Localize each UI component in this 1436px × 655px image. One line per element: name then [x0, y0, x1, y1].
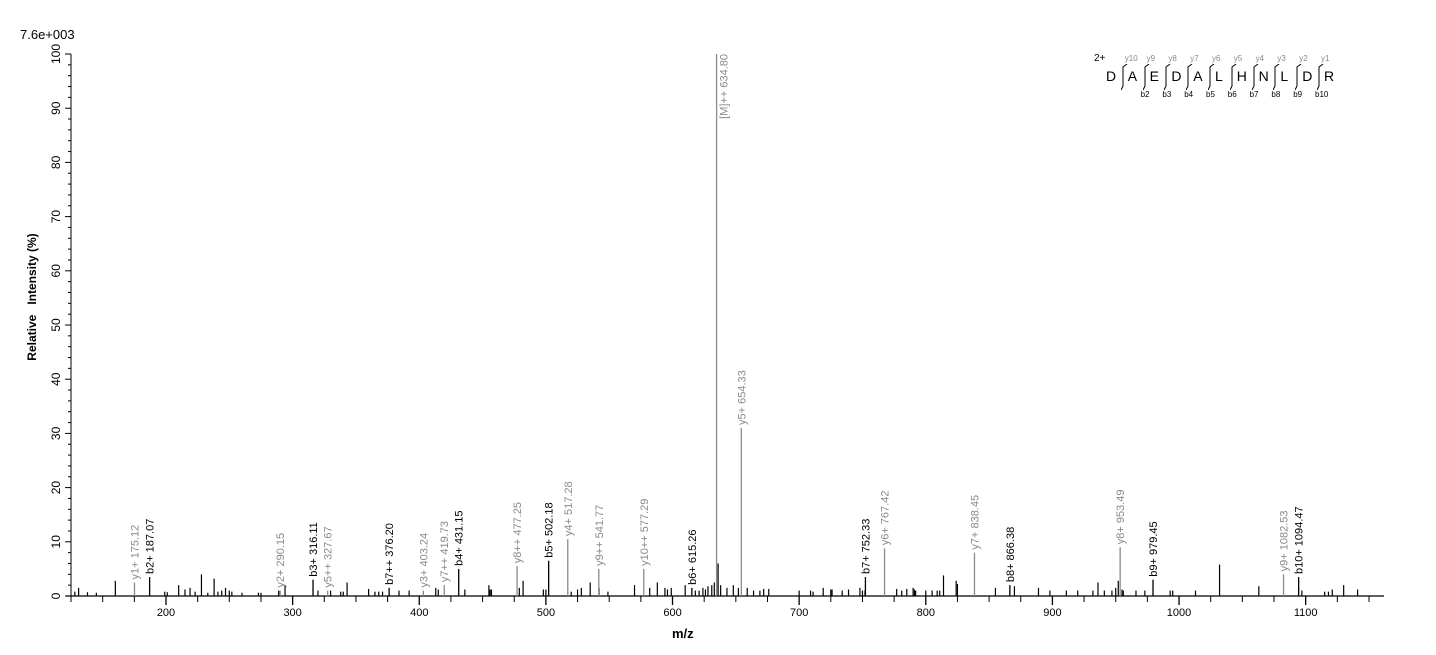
peak-annotation: y6+ 767.42 — [880, 491, 892, 546]
residue: L — [1215, 68, 1223, 84]
y-tick-label: 10 — [49, 535, 63, 549]
peak-annotation: [M]++ 634.80 — [719, 54, 731, 119]
cleavage-mark-icon — [1229, 64, 1237, 91]
b-ion-label: b2 — [1140, 90, 1150, 99]
x-tick-label: 900 — [1043, 607, 1061, 619]
y-ion-label: y1 — [1321, 54, 1330, 63]
peak-annotation: y10++ 577.29 — [639, 499, 651, 566]
cleavage-mark-icon — [1317, 64, 1324, 91]
y-tick-label: 30 — [49, 426, 63, 440]
peak-annotation: b6+ 615.26 — [687, 529, 699, 584]
residue: D — [1171, 68, 1182, 84]
residue: H — [1236, 68, 1247, 84]
y-tick-label: 100 — [49, 44, 63, 64]
charge-state: 2+ — [1094, 53, 1106, 64]
residue: A — [1193, 68, 1203, 84]
b-ion-label: b6 — [1227, 90, 1237, 99]
x-tick-label: 300 — [283, 607, 301, 619]
cleavage-mark-icon — [1186, 64, 1193, 91]
peak-annotation: y8+ 953.49 — [1115, 489, 1127, 544]
y-ion-label: y5 — [1233, 54, 1243, 63]
y-tick-label: 70 — [49, 210, 63, 224]
peak-annotation: b2+ 187.07 — [145, 519, 157, 574]
residue: A — [1127, 68, 1138, 84]
y-tick-label: 60 — [49, 264, 63, 278]
x-tick-label: 800 — [917, 607, 935, 619]
b-ion-label: b8 — [1271, 90, 1281, 99]
y-ion-label: y8 — [1168, 54, 1177, 63]
peak-annotation: y4+ 517.28 — [563, 481, 575, 536]
b-ion-label: b7 — [1249, 90, 1259, 99]
b-ion-label: b9 — [1293, 90, 1303, 99]
x-axis-label: m/z — [672, 626, 694, 641]
y-ion-label: y9 — [1146, 54, 1156, 63]
cleavage-mark-icon — [1164, 64, 1171, 91]
peak-annotation: y3+ 403.24 — [418, 533, 430, 588]
x-tick-label: 700 — [790, 607, 808, 619]
cleavage-mark-icon — [1120, 64, 1128, 91]
b-ion-label: b5 — [1206, 90, 1215, 99]
y-tick-label: 20 — [49, 481, 63, 495]
peak-annotation: b7+ 752.33 — [860, 519, 872, 574]
x-tick-label: 200 — [157, 607, 175, 619]
peak-annotation: y7+ 838.45 — [969, 495, 981, 550]
cleavage-mark-icon — [1142, 64, 1149, 91]
y-ion-label: y3 — [1277, 54, 1286, 63]
x-tick-label: 500 — [537, 607, 555, 619]
peak-annotation: b10+ 1094.47 — [1294, 506, 1306, 574]
x-tick-label: 1100 — [1294, 607, 1318, 619]
y-tick-label: 50 — [49, 318, 63, 332]
y-ion-label: y10 — [1124, 54, 1138, 63]
peak-annotation: y5+ 654.33 — [736, 370, 748, 425]
peak-annotation: b8+ 866.38 — [1005, 527, 1017, 582]
y-tick-label: 90 — [49, 101, 63, 115]
residue: L — [1280, 68, 1289, 84]
residue: E — [1149, 68, 1159, 84]
peak-annotation: b7++ 376.20 — [384, 523, 396, 585]
cleavage-mark-icon — [1295, 64, 1302, 91]
peak-annotation: b3+ 316.11 — [308, 522, 320, 577]
peak-annotation: y7++ 419.73 — [439, 521, 451, 582]
cleavage-mark-icon — [1251, 64, 1258, 91]
peak-annotation: b4+ 431.15 — [454, 511, 466, 566]
intensity-scale-label: 7.6e+003 — [20, 27, 75, 42]
b-ion-label: b3 — [1162, 90, 1172, 99]
y-tick-label: 0 — [49, 592, 63, 599]
y-ion-label: y4 — [1255, 54, 1265, 63]
y-ion-label: y7 — [1190, 54, 1199, 63]
x-tick-label: 600 — [663, 607, 681, 619]
peak-annotation: b9+ 979.45 — [1148, 521, 1160, 576]
y-ion-label: y2 — [1299, 54, 1308, 63]
cleavage-mark-icon — [1208, 64, 1215, 91]
residue: D — [1302, 68, 1313, 84]
cleavage-mark-icon — [1273, 64, 1280, 91]
residue: N — [1258, 68, 1269, 84]
residue: D — [1106, 68, 1117, 84]
y-ion-label: y6 — [1212, 54, 1221, 63]
y-tick-label: 40 — [49, 372, 63, 386]
b-ion-label: b10 — [1315, 90, 1329, 99]
peak-annotation: y9+ 1082.53 — [1279, 510, 1291, 571]
residue: R — [1324, 68, 1335, 84]
peak-annotation: b5+ 502.18 — [544, 502, 556, 557]
peak-annotation: y9++ 541.77 — [594, 505, 606, 566]
x-tick-label: 400 — [410, 607, 428, 619]
peak-annotation: y2+ 290.15 — [275, 533, 287, 588]
peak-annotation: y8++ 477.25 — [512, 502, 524, 563]
x-tick-label: 1000 — [1167, 607, 1191, 619]
y-tick-label: 80 — [49, 155, 63, 169]
peak-annotation: y5++ 327.67 — [323, 526, 335, 587]
peak-annotation: y1+ 175.12 — [129, 525, 141, 580]
b-ion-label: b4 — [1184, 90, 1194, 99]
